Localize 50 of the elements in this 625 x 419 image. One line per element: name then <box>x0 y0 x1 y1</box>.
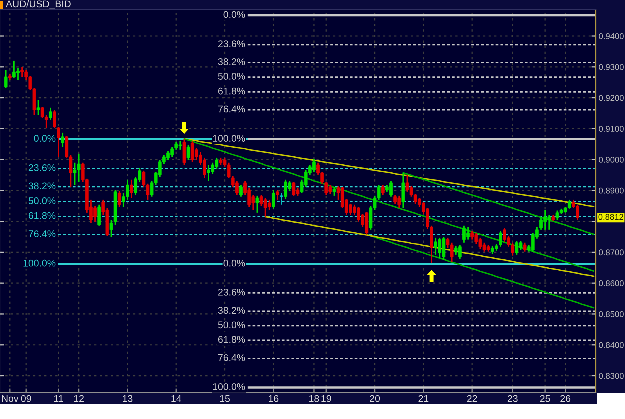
x-tick-label: 26 <box>560 395 571 402</box>
x-tick-label: 18 <box>310 395 320 402</box>
y-tick-label: 0.9400 <box>599 33 624 40</box>
x-tick-label: 09 <box>21 395 32 402</box>
annotation: 61.8% <box>28 212 56 220</box>
x-tick-label: 13 <box>123 395 133 402</box>
y-tick-label: 0.8300 <box>599 373 624 380</box>
annotation: 38.2% <box>218 307 246 314</box>
annotation: 61.8% <box>218 336 246 344</box>
x-tick-label: 19 <box>322 395 332 402</box>
annotation: 23.6% <box>218 40 246 48</box>
annotation: 50.0% <box>28 198 56 204</box>
annotation: 0.0% <box>34 135 56 142</box>
x-tick-label: 12 <box>74 395 84 402</box>
annotation: 76.4% <box>218 354 246 362</box>
annotation: 0.0% <box>224 11 246 18</box>
annotation: 50.0% <box>218 322 246 329</box>
chart-title: AUD/USD_BID <box>6 0 71 10</box>
y-tick-label: 0.9000 <box>599 157 624 163</box>
annotation: 0.0% <box>224 260 246 267</box>
x-tick-label: Nov <box>2 395 19 402</box>
annotation: 100.0% <box>24 260 56 267</box>
x-tick-label: 22 <box>467 395 478 402</box>
annotation: 38.2% <box>218 58 246 66</box>
x-tick-label: 15 <box>220 395 230 402</box>
y-tick-label: 0.9200 <box>599 95 624 102</box>
y-tick-label: 0.8700 <box>599 250 624 256</box>
y-tick-label: 0.9100 <box>599 126 624 132</box>
annotation: 0.8812 <box>598 214 624 220</box>
y-tick-label: 0.8500 <box>599 311 624 318</box>
x-tick-label: 14 <box>172 395 182 402</box>
annotation: 100.0% <box>213 383 246 390</box>
y-tick-label: 0.9300 <box>599 64 624 70</box>
annotation: 50.0% <box>218 73 246 80</box>
x-tick-label: 23 <box>508 395 518 402</box>
annotation: 38.2% <box>28 182 56 190</box>
y-tick-label: 0.8400 <box>599 342 624 348</box>
annotation: 76.4% <box>218 106 246 113</box>
annotation: 61.8% <box>218 88 246 95</box>
y-tick-label: 0.8600 <box>599 280 624 286</box>
x-tick-label: 25 <box>540 395 550 402</box>
x-tick-label: 21 <box>418 395 429 402</box>
annotation: 23.6% <box>218 288 246 296</box>
x-tick-label: 20 <box>370 395 380 402</box>
annotation: 100.0% <box>213 135 246 142</box>
x-tick-label: 11 <box>54 395 64 402</box>
annotation: 23.6% <box>28 164 56 172</box>
y-tick-label: 0.8900 <box>599 188 624 194</box>
annotation: 76.4% <box>28 230 56 238</box>
x-tick-label: 16 <box>269 395 279 402</box>
